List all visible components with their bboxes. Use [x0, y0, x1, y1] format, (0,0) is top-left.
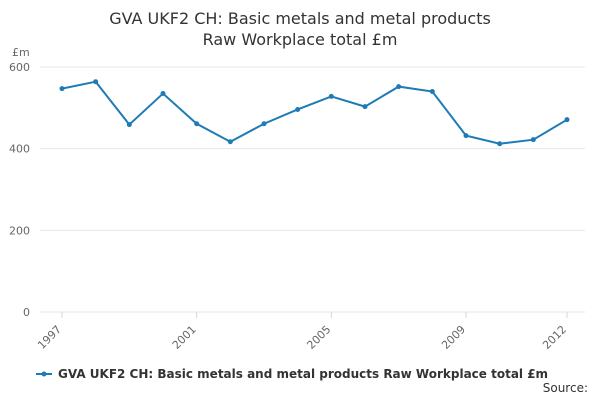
- point: [530, 137, 536, 143]
- point: [396, 84, 402, 90]
- x-tick-label: 2005: [304, 323, 333, 352]
- point: [429, 89, 435, 94]
- y-axis-label: £m: [12, 46, 30, 59]
- point: [328, 93, 334, 99]
- point: [564, 117, 570, 123]
- source: Source:: [543, 381, 588, 395]
- line: [61, 80, 568, 145]
- legend-label: GVA UKF2 CH: Basic metals and metal prod…: [58, 367, 548, 381]
- point: [362, 104, 368, 110]
- legend-marker: [41, 371, 47, 377]
- y-tick-label: 0: [23, 306, 30, 319]
- point: [295, 106, 301, 112]
- point: [160, 91, 166, 97]
- x-tick-label: 2012: [540, 323, 569, 352]
- point: [194, 121, 200, 127]
- point: [59, 86, 65, 92]
- x-tick-label: 2001: [170, 323, 199, 352]
- chart-title: GVA UKF2 CH: Basic metals and metal prod…: [109, 9, 491, 49]
- title-line: Raw Workplace total £m: [203, 30, 398, 49]
- point: [126, 122, 132, 128]
- point: [261, 121, 267, 127]
- point: [463, 133, 469, 139]
- y-tick-label: 200: [9, 224, 30, 237]
- point: [227, 139, 233, 145]
- point: [497, 141, 503, 147]
- x-tick-label: 1997: [35, 323, 64, 352]
- title-line: GVA UKF2 CH: Basic metals and metal prod…: [109, 9, 491, 28]
- x-tick-label: 2009: [439, 323, 468, 352]
- point: [93, 79, 99, 85]
- y-tick-label: 400: [9, 143, 30, 156]
- y-tick-label: 600: [9, 61, 30, 74]
